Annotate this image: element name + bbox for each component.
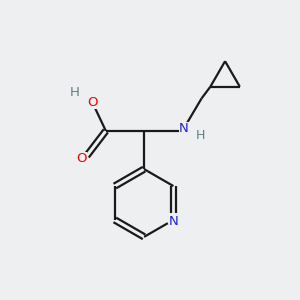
Text: H: H	[69, 86, 79, 99]
Text: N: N	[169, 215, 178, 228]
Text: H: H	[195, 129, 205, 142]
Text: O: O	[76, 152, 87, 165]
Text: O: O	[87, 96, 98, 110]
Text: N: N	[179, 122, 189, 135]
